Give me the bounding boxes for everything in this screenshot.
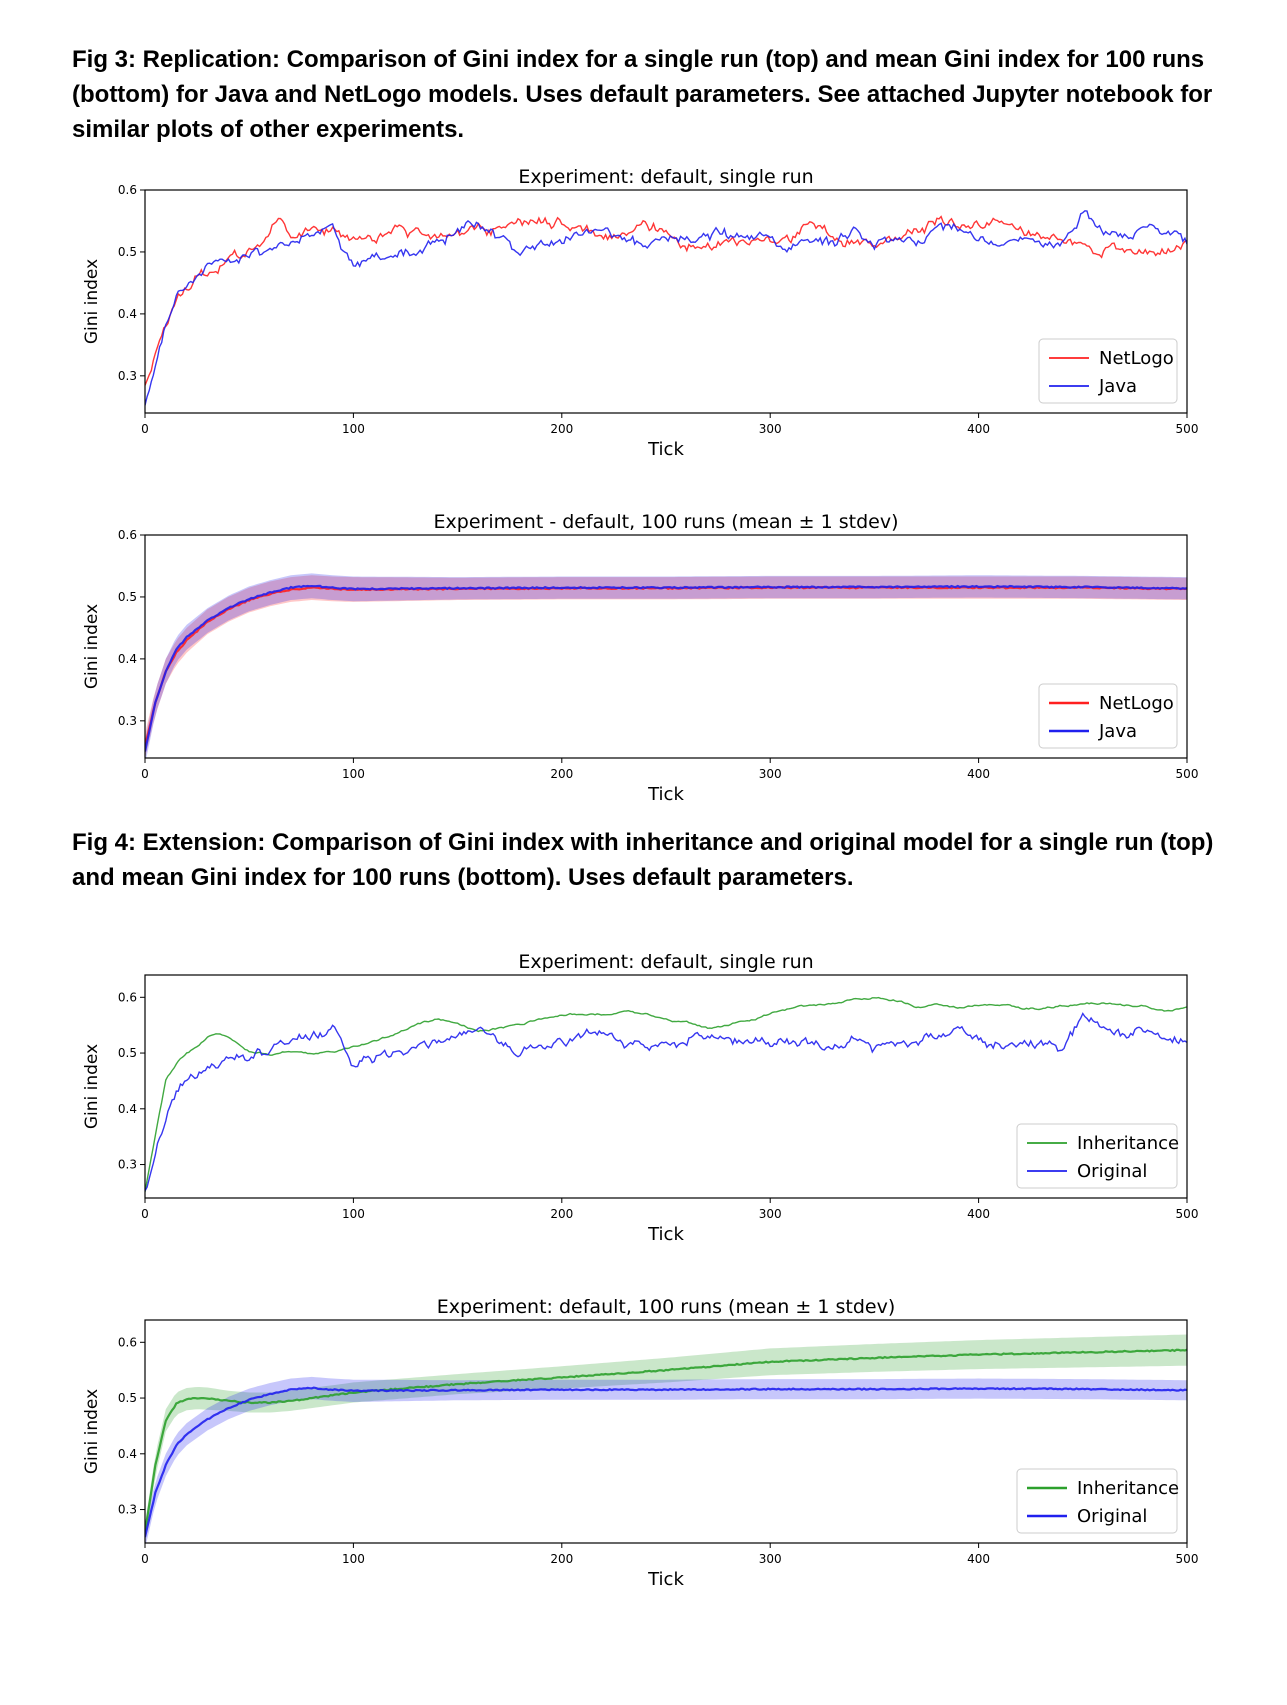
x-tick-label: 400	[967, 422, 990, 436]
chart-extension-mean-100-runs: Experiment: default, 100 runs (mean ± 1 …	[82, 1296, 1199, 1590]
y-tick-label: 0.5	[118, 590, 137, 604]
x-tick-label: 400	[967, 1552, 990, 1566]
legend-label-inheritance: Inheritance	[1077, 1133, 1179, 1154]
plot-area	[145, 210, 1187, 406]
series-line-inheritance	[145, 1348, 1187, 1532]
fig3-caption: Fig 3: Replication: Comparison of Gini i…	[72, 46, 1213, 143]
chart-extension-single-run: Experiment: default, single run 0 100 200 30…	[82, 951, 1199, 1245]
plot-area	[145, 573, 1187, 758]
x-tick-label: 0	[141, 422, 149, 436]
y-tick-label: 0.5	[118, 1391, 137, 1405]
axes-frame	[144, 534, 1188, 759]
legend-box	[1038, 338, 1178, 404]
legend: Inheritance Original	[1016, 1123, 1179, 1189]
plot-area	[145, 1334, 1187, 1543]
y-tick-label: 0.5	[118, 1046, 137, 1060]
x-tick-label: 100	[342, 422, 365, 436]
chart-title: Experiment - default, 100 runs (mean ± 1…	[434, 511, 899, 533]
x-tick-label: 300	[759, 767, 782, 781]
legend-label-netlogo: NetLogo	[1099, 348, 1174, 369]
series-line-netlogo	[145, 215, 1187, 386]
band-netlogo	[145, 575, 1187, 758]
band-java	[145, 573, 1187, 758]
x-tick-label: 300	[759, 422, 782, 436]
series-line-java	[145, 210, 1187, 406]
legend-label-java: Java	[1098, 376, 1137, 397]
legend: Inheritance Original	[1016, 1468, 1179, 1534]
legend: NetLogo Java	[1038, 338, 1178, 404]
chart-replication-single-run: Experiment: default, single run 0 100 200 30…	[82, 166, 1199, 460]
x-tick-label: 100	[342, 767, 365, 781]
y-axis-label: Gini index	[82, 1044, 102, 1129]
y-tick-label: 0.3	[118, 1158, 137, 1172]
x-tick-label: 0	[141, 767, 149, 781]
y-tick-label: 0.6	[118, 528, 137, 542]
y-tick-label: 0.5	[118, 245, 137, 259]
x-tick-label: 100	[342, 1552, 365, 1566]
legend-label-original: Original	[1077, 1506, 1147, 1527]
x-tick-label: 300	[759, 1552, 782, 1566]
series-line-java	[145, 584, 1187, 752]
chart-replication-mean-100-runs: Experiment - default, 100 runs (mean ± 1…	[82, 511, 1199, 805]
series-line-netlogo	[145, 585, 1187, 746]
x-tick-label: 500	[1176, 1207, 1199, 1221]
y-tick-label: 0.4	[118, 1102, 137, 1116]
y-tick-label: 0.4	[118, 1447, 137, 1461]
legend-label-inheritance: Inheritance	[1077, 1478, 1179, 1499]
y-tick-label: 0.3	[118, 714, 137, 728]
legend-label-java: Java	[1098, 721, 1137, 742]
legend-box	[1016, 1123, 1178, 1189]
x-tick-label: 100	[342, 1207, 365, 1221]
x-tick-label: 400	[967, 1207, 990, 1221]
x-axis-label: Tick	[647, 1224, 684, 1245]
x-tick-label: 0	[141, 1207, 149, 1221]
y-tick-label: 0.6	[118, 1335, 137, 1349]
x-axis-label: Tick	[647, 784, 684, 805]
series-line-inheritance	[145, 996, 1187, 1193]
x-tick-label: 500	[1176, 767, 1199, 781]
axes-frame	[144, 189, 1188, 414]
y-tick-label: 0.3	[118, 369, 137, 383]
x-tick-label: 400	[967, 767, 990, 781]
chart-title: Experiment: default, single run	[518, 166, 813, 188]
fig4-caption: Fig 4: Extension: Comparison of Gini ind…	[72, 829, 1214, 891]
y-tick-label: 0.3	[118, 1503, 137, 1517]
legend-label-netlogo: NetLogo	[1099, 693, 1174, 714]
x-tick-label: 200	[550, 1207, 573, 1221]
x-axis-label: Tick	[647, 1569, 684, 1590]
plot-area	[145, 996, 1187, 1193]
legend: NetLogo Java	[1038, 683, 1178, 749]
x-tick-label: 500	[1176, 1552, 1199, 1566]
x-tick-label: 200	[550, 422, 573, 436]
band-inheritance	[145, 1334, 1187, 1541]
x-axis-label: Tick	[647, 439, 684, 460]
axes-frame	[144, 1319, 1188, 1544]
y-tick-label: 0.4	[118, 307, 137, 321]
x-tick-label: 500	[1176, 422, 1199, 436]
chart-title: Experiment: default, single run	[518, 951, 813, 973]
x-tick-label: 300	[759, 1207, 782, 1221]
y-axis-label: Gini index	[82, 259, 102, 344]
band-original	[145, 1376, 1187, 1543]
y-axis-label: Gini index	[82, 604, 102, 689]
y-tick-label: 0.6	[118, 990, 137, 1004]
x-tick-label: 200	[550, 767, 573, 781]
series-line-original	[145, 1012, 1187, 1192]
legend-label-original: Original	[1077, 1161, 1147, 1182]
y-tick-label: 0.4	[118, 652, 137, 666]
y-axis-label: Gini index	[82, 1389, 102, 1474]
y-tick-label: 0.6	[118, 183, 137, 197]
axes-frame	[144, 974, 1188, 1199]
series-line-original	[145, 1386, 1187, 1538]
chart-title: Experiment: default, 100 runs (mean ± 1 …	[437, 1296, 895, 1318]
x-tick-label: 0	[141, 1552, 149, 1566]
x-tick-label: 200	[550, 1552, 573, 1566]
